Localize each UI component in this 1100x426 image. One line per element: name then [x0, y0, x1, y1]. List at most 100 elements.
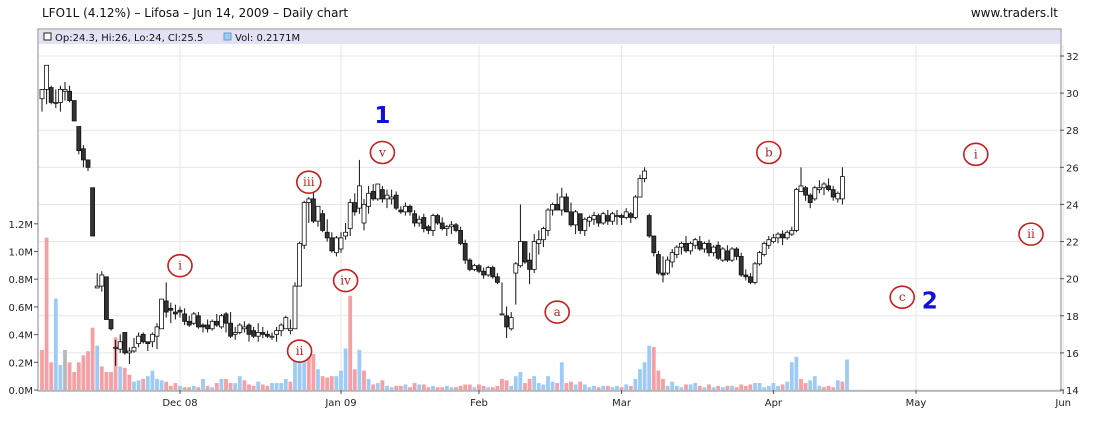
volume-bar	[766, 385, 771, 390]
volume-bar	[582, 384, 587, 390]
candle-body	[591, 215, 597, 220]
candle-body	[702, 243, 707, 250]
candle-body	[720, 248, 726, 261]
volume-bar	[242, 380, 247, 390]
candle-body	[748, 276, 753, 283]
volume-bar	[274, 383, 279, 390]
volume-bar	[831, 387, 836, 390]
candle-body	[752, 263, 758, 283]
volume-bar	[495, 385, 500, 390]
candle-body	[656, 254, 661, 274]
volume-bar	[638, 369, 642, 390]
volume-bar	[394, 385, 399, 390]
volume-bar	[757, 383, 762, 390]
volume-bar	[72, 371, 77, 390]
candle-body	[725, 250, 730, 261]
candle-body	[444, 226, 450, 229]
candle-body	[679, 243, 684, 248]
volume-bar	[302, 345, 307, 390]
price-tick-label: 16	[1066, 349, 1079, 360]
candle-body	[821, 183, 827, 189]
volume-bar	[49, 362, 54, 390]
volume-bar	[826, 385, 831, 390]
candle-body	[324, 231, 330, 239]
volume-bar	[132, 381, 136, 390]
candle-body	[389, 196, 395, 200]
volume-bar	[279, 383, 284, 390]
volume-bar	[95, 345, 100, 390]
candle-body	[81, 148, 86, 161]
candle-body	[683, 243, 689, 252]
annotation-circle	[286, 339, 313, 363]
volume-bar	[288, 381, 293, 390]
volume-bar	[490, 387, 495, 390]
candle-body	[734, 248, 739, 257]
candle-body	[67, 90, 72, 101]
candle-body	[435, 215, 441, 224]
annotation-label: i	[178, 259, 182, 273]
volume-bar	[118, 366, 123, 390]
candle-body	[771, 237, 776, 242]
candle-body	[352, 202, 358, 213]
volume-bar	[270, 383, 274, 390]
volume-bar	[53, 298, 58, 390]
site-url[interactable]: www.traders.lt	[970, 6, 1058, 20]
candle-body	[246, 324, 252, 335]
price-tick-label: 14	[1066, 386, 1079, 397]
volume-bar	[454, 387, 458, 390]
annotation-label: ii	[1027, 227, 1035, 241]
volume-bars	[40, 237, 849, 390]
candle-body	[835, 192, 841, 200]
volume-bar	[628, 385, 633, 390]
candle-body	[163, 300, 169, 313]
candle-body	[310, 198, 316, 222]
volume-bar	[237, 376, 242, 390]
candle-body	[366, 192, 372, 207]
candle-body	[577, 213, 583, 231]
candle-body	[338, 237, 344, 250]
candle-body	[108, 319, 114, 330]
month-tick-label: Mar	[612, 398, 632, 409]
candle-body	[706, 243, 712, 254]
volume-tick-label: 0.2M	[8, 358, 33, 369]
volume-bar	[688, 384, 693, 390]
candle-body	[361, 204, 367, 224]
candle-body	[817, 187, 822, 191]
volume-bar	[458, 385, 463, 390]
candle-body	[154, 326, 160, 337]
candle-body	[62, 89, 68, 92]
price-tick-label: 20	[1066, 275, 1079, 286]
candle-body	[513, 263, 519, 274]
volume-bar	[555, 383, 560, 390]
volume-bar	[601, 385, 606, 390]
volume-bar	[256, 381, 261, 390]
candle-body	[145, 341, 151, 345]
volume-bar	[385, 385, 389, 390]
volume-bar	[122, 367, 127, 390]
candle-body	[757, 252, 762, 265]
volume-bar	[265, 385, 270, 390]
candle-body	[545, 209, 551, 231]
volume-bar	[343, 348, 348, 390]
volume-bar	[481, 385, 486, 390]
candle-body	[481, 270, 487, 276]
candle-body	[228, 322, 234, 337]
price-tick-label: 26	[1066, 163, 1079, 174]
volume-bar	[840, 381, 845, 390]
candle-body	[637, 178, 643, 198]
volume-bar	[311, 353, 316, 390]
volume-bar	[104, 371, 109, 390]
candle-body	[794, 189, 799, 231]
candle-body	[117, 341, 123, 350]
annotation-circle	[295, 170, 322, 194]
volume-bar	[67, 362, 72, 390]
volume-bar	[81, 355, 86, 390]
candle-body	[347, 202, 353, 229]
volume-bar	[835, 380, 840, 390]
volume-bar	[334, 376, 339, 390]
volume-bar	[362, 370, 366, 390]
candle-body	[527, 259, 532, 270]
candle-body	[94, 285, 100, 289]
volume-bar	[504, 380, 509, 390]
